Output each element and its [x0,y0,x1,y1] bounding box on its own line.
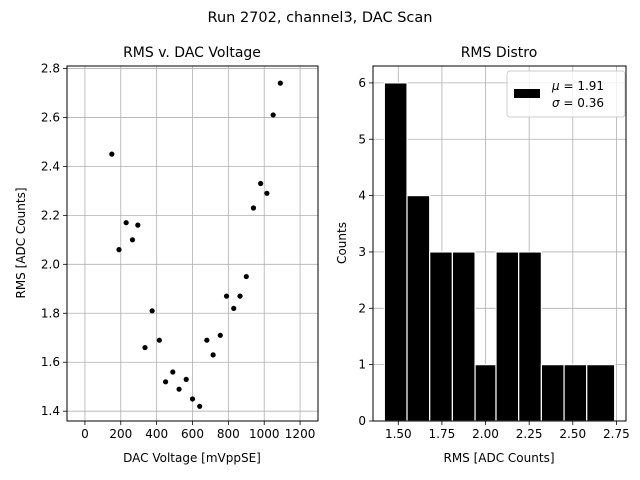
scatter-point [204,337,210,343]
scatter-x-tick-label: 600 [181,427,204,441]
scatter-point [135,222,141,228]
scatter-point [156,337,162,343]
scatter-point [217,332,223,338]
histogram-y-tick-label: 2 [358,301,366,315]
scatter-y-tick-label: 2.8 [41,61,60,75]
scatter-title: RMS v. DAC Voltage [123,45,261,61]
legend-sigma-symbol: σ [552,96,560,110]
legend-sigma-line: σ = 0.36 [552,96,604,110]
scatter-point [170,369,176,375]
scatter-panel: RMS v. DAC Voltage 0 200 400 600 800 1000 1200… [14,45,319,465]
histogram-bar [429,251,453,422]
scatter-point [243,273,249,280]
scatter-x-tick-label: 400 [145,427,168,441]
histogram-bar [406,195,431,422]
legend-sigma-value: = 0.36 [560,96,604,110]
histogram-axes-frame [372,65,627,422]
scatter-point [163,379,169,385]
legend-box [506,70,626,118]
scatter-point [183,376,189,382]
histogram-bar [383,82,408,422]
scatter-y-tick-label: 2.0 [41,257,60,271]
legend-mu-symbol: μ [551,79,560,93]
scatter-x-tick-label: 1200 [285,427,316,441]
histogram-bars [383,82,616,422]
histogram-bar [451,251,476,422]
histogram-x-tick-label: 2.00 [472,427,499,441]
scatter-y-tick-label: 2.6 [41,110,60,124]
scatter-y-ticks: 1.4 1.6 1.8 2.0 2.2 2.4 2.6 2.8 [41,61,67,418]
scatter-x-tick-label: 1000 [249,427,280,441]
scatter-x-label: DAC Voltage [mVppSE] [123,451,261,465]
scatter-y-tick-label: 1.8 [41,306,60,320]
scatter-point [123,220,129,226]
histogram-x-label: RMS [ADC Counts] [443,451,554,465]
histogram-x-tick-label: 2.50 [559,427,586,441]
histogram-bar [563,364,588,422]
scatter-point [250,205,257,211]
scatter-point [142,344,148,351]
scatter-point [237,293,243,299]
scatter-point [109,151,115,157]
legend-mu-value: = 1.91 [560,79,604,93]
histogram-y-tick-label: 5 [358,132,366,146]
scatter-grid [67,66,318,421]
legend-mu-line: μ = 1.91 [551,79,604,93]
histogram-x-ticks: 1.50 1.75 2.00 2.25 2.50 2.75 [385,421,630,441]
scatter-point [223,293,230,299]
scatter-point [129,237,136,243]
histogram-x-tick-label: 1.50 [385,427,412,441]
scatter-x-tick-label: 800 [217,427,240,441]
histogram-y-tick-label: 0 [358,414,366,428]
scatter-y-tick-label: 1.4 [41,404,60,418]
scatter-x-tick-label: 0 [81,427,89,441]
histogram-y-tick-label: 3 [358,245,366,259]
figure-suptitle: Run 2702, channel3, DAC Scan [208,10,433,26]
scatter-x-tick-label: 200 [109,427,132,441]
scatter-point [231,305,237,311]
histogram-y-tick-label: 4 [358,189,366,203]
histogram-bar [586,364,616,422]
histogram-y-label: Counts [335,222,349,264]
histogram-bar [495,251,520,422]
scatter-point [270,112,276,118]
histogram-y-tick-label: 1 [358,358,366,372]
scatter-axes-frame [66,65,319,422]
histogram-x-tick-label: 1.75 [429,427,456,441]
scatter-point [116,247,122,253]
scatter-point [176,386,182,392]
scatter-point [210,352,216,358]
scatter-y-label: RMS [ADC Counts] [14,187,28,298]
scatter-point [189,396,196,402]
histogram-bar [540,364,565,422]
scatter-y-tick-label: 2.2 [41,208,60,222]
scatter-point [264,190,270,196]
scatter-point [197,403,203,409]
scatter-point [258,180,264,187]
histogram-x-tick-label: 2.75 [603,427,630,441]
scatter-y-tick-label: 2.4 [41,159,60,173]
histogram-title: RMS Distro [461,45,538,61]
histogram-legend: μ = 1.91 σ = 0.36 [506,70,626,118]
scatter-y-tick-label: 1.6 [41,355,60,369]
scatter-point [277,80,283,86]
histogram-bar [474,364,497,422]
histogram-panel: RMS Distro 1.50 1.75 2.00 2.25 2.50 2.75 0 1 2 3… [335,45,630,465]
histogram-x-tick-label: 2.25 [516,427,543,441]
scatter-points [109,80,283,409]
histogram-y-ticks: 0 1 2 3 4 5 6 [358,76,373,428]
histogram-y-tick-label: 6 [358,76,366,90]
scatter-point [149,308,155,314]
scatter-x-ticks: 0 200 400 600 800 1000 1200 [81,421,315,441]
legend-swatch [514,89,540,98]
histogram-bar [518,251,542,422]
